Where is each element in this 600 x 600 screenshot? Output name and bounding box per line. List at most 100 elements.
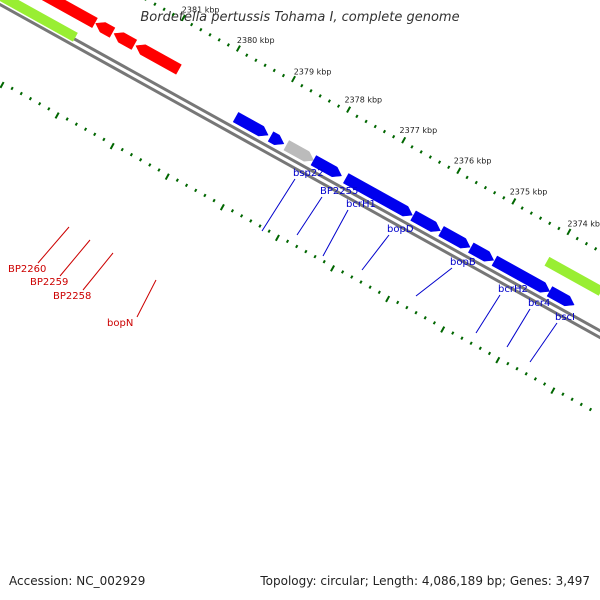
scale-tick	[235, 45, 241, 52]
scale-ticks	[0, 0, 598, 412]
label-leader	[37, 226, 70, 264]
scale-tick	[495, 356, 501, 364]
gene-label-bopB: bopB	[450, 257, 476, 268]
scale-tick	[199, 27, 203, 32]
gene-label-bsp22: bsp22	[293, 168, 324, 179]
scale-tick	[474, 180, 478, 185]
map-title: Bordetella pertussis Tohama I, complete …	[140, 10, 460, 25]
scale-tick	[478, 346, 482, 351]
scale-tick	[300, 83, 304, 88]
scale-tick	[451, 331, 455, 335]
feature-bar	[0, 0, 78, 42]
gene-arrow-forward	[232, 111, 269, 137]
scale-tick	[557, 226, 561, 231]
scale-tick	[483, 185, 488, 190]
backbone-line	[1, 0, 600, 333]
scale-tick	[359, 280, 363, 284]
scale-tick	[285, 239, 290, 244]
gene-label-BP2258: BP2258	[53, 291, 91, 302]
scale-tick	[120, 147, 124, 152]
label-leaders	[37, 178, 558, 363]
scale-label: 2377 kbp	[400, 126, 438, 135]
scale-tick	[171, 12, 175, 17]
gene-arrow-reverse	[113, 32, 138, 50]
scale-tick	[432, 321, 437, 325]
scale-tick	[153, 2, 157, 7]
label-leader	[261, 178, 296, 232]
scale-tick	[162, 7, 166, 12]
scale-tick	[184, 183, 189, 188]
scale-tick	[129, 152, 134, 157]
label-leader	[59, 239, 91, 277]
label-leader	[361, 234, 390, 271]
gene-arrow-forward	[546, 286, 575, 307]
scale-tick	[382, 129, 387, 134]
scale-tick	[258, 224, 262, 228]
scale-label: 2379 kbp	[294, 67, 332, 76]
scale-tick	[392, 134, 396, 139]
gene-arrow-reverse	[135, 44, 182, 75]
scale-tick	[437, 160, 442, 164]
gene-label-BP2255: BP2255	[320, 186, 358, 197]
scale-tick	[423, 315, 427, 320]
scale-tick	[515, 366, 519, 371]
gene-label-BP2259: BP2259	[30, 277, 68, 288]
gene-arrow-forward	[283, 140, 314, 162]
scale-tick	[281, 73, 286, 78]
scale-tick	[291, 75, 296, 83]
label-leader	[296, 196, 323, 236]
scale-tick	[0, 81, 5, 89]
scale-tick	[428, 155, 432, 159]
backbone-line	[0, 2, 600, 340]
scale-tick	[157, 168, 161, 172]
gene-arrow-forward	[267, 131, 285, 146]
gene-label-bopD: bopD	[387, 224, 414, 235]
scale-tick	[355, 114, 359, 119]
scale-tick	[377, 290, 381, 295]
scale-tick	[164, 173, 170, 181]
scale-tick	[239, 214, 244, 218]
label-leader	[529, 322, 558, 363]
scale-tick	[533, 377, 537, 381]
scale-tick	[548, 221, 552, 226]
scale-tick	[542, 382, 547, 386]
scale-tick	[102, 137, 106, 142]
scale-tick	[414, 310, 418, 315]
gene-arrow-reverse	[95, 22, 116, 38]
scale-tick	[373, 124, 377, 129]
scale-tick	[566, 228, 572, 236]
scale-tick	[419, 150, 423, 154]
gene-arrow-forward	[438, 226, 471, 249]
scale-tick	[350, 275, 354, 279]
scale-label: 2378 kbp	[344, 96, 382, 105]
label-leader	[136, 279, 157, 318]
scale-tick	[10, 86, 14, 91]
scale-tick	[364, 119, 368, 124]
scale-tick	[405, 305, 409, 310]
scale-tick	[249, 219, 253, 223]
scale-tick	[584, 241, 589, 246]
scale-tick	[511, 197, 517, 205]
scale-tick	[83, 127, 88, 132]
scale-tick	[456, 167, 462, 175]
scale-tick	[263, 63, 267, 68]
topology-text: Topology: circular; Length: 4,086,189 bp…	[260, 574, 590, 588]
gene-features	[0, 0, 600, 307]
scale-tick	[396, 300, 400, 305]
label-leader	[415, 267, 453, 297]
gene-label-bcrH1: bcrH1	[346, 199, 376, 210]
scale-tick	[19, 91, 23, 96]
gene-arrow-forward	[467, 242, 495, 262]
label-leader	[322, 209, 349, 257]
scale-tick	[570, 397, 574, 402]
scale-tick	[346, 106, 352, 114]
scale-tick	[208, 32, 212, 37]
scale-tick	[65, 117, 69, 121]
scale-tick	[506, 361, 510, 366]
scale-tick	[295, 244, 299, 249]
scale-tick	[593, 246, 598, 251]
scale-tick	[385, 295, 391, 303]
scale-tick	[340, 270, 345, 274]
